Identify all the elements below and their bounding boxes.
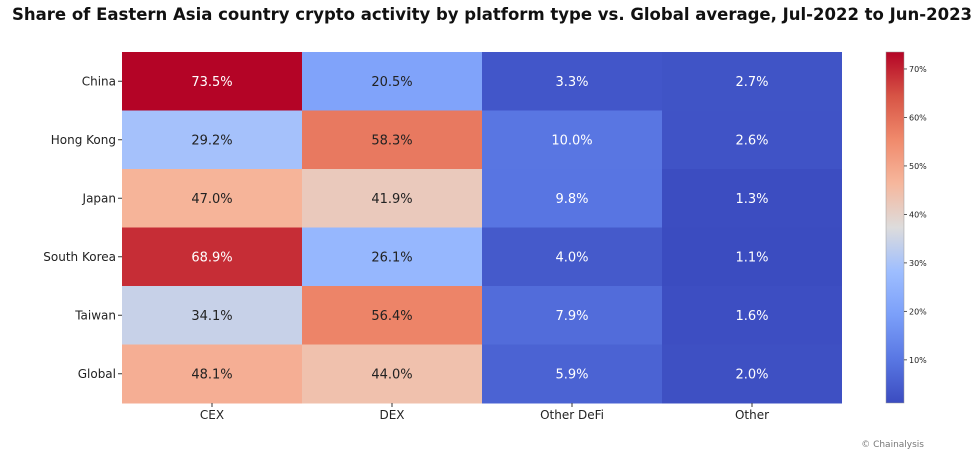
col-label-other: Other: [735, 408, 769, 422]
row-label-china: China: [82, 74, 116, 88]
cell-label-south-korea-dex: 26.1%: [371, 250, 412, 265]
cell-label-hong-kong-other-defi: 10.0%: [551, 133, 592, 148]
cell-label-taiwan-other: 1.6%: [735, 309, 768, 324]
cell-label-china-cex: 73.5%: [191, 75, 232, 90]
cell-china-other-defi: [482, 52, 662, 111]
colorbar: 10% 20% 30% 40% 50% 60% 70%: [885, 51, 927, 404]
cell-global-dex: [302, 344, 482, 404]
cell-label-global-other: 2.0%: [735, 367, 768, 382]
cell-label-south-korea-cex: 68.9%: [191, 250, 232, 265]
colorbar-tick-label-10: 10%: [909, 356, 927, 365]
cell-taiwan-other-defi: [482, 286, 662, 345]
heatmap-axis-labels: China Hong Kong Japan South Korea Taiwan Glob…: [43, 74, 769, 422]
cell-label-japan-other: 1.3%: [735, 192, 768, 207]
col-label-dex: DEX: [379, 408, 404, 422]
row-label-global: Global: [78, 367, 116, 381]
source-credit: © Chainalysis: [861, 440, 924, 450]
cell-japan-cex: [122, 169, 302, 228]
cell-label-taiwan-dex: 56.4%: [371, 309, 412, 324]
cell-label-global-other-defi: 5.9%: [555, 367, 588, 382]
cell-hong-kong-other-defi: [482, 110, 662, 170]
cell-japan-other: [662, 169, 842, 228]
colorbar-tick-label-70: 70%: [909, 65, 927, 74]
colorbar-gradient: [885, 51, 905, 404]
cell-hong-kong-cex: [122, 110, 302, 170]
cell-china-cex: [122, 52, 302, 111]
cell-label-taiwan-other-defi: 7.9%: [555, 309, 588, 324]
cell-south-korea-other: [662, 227, 842, 287]
cell-china-other: [662, 52, 842, 111]
cell-hong-kong-other: [662, 110, 842, 170]
row-label-taiwan: Taiwan: [74, 308, 116, 322]
colorbar-tick-label-50: 50%: [909, 162, 927, 171]
col-label-other-defi: Other DeFi: [540, 408, 604, 422]
colorbar-tick-label-40: 40%: [909, 210, 927, 219]
colorbar-tick-label-20: 20%: [909, 307, 927, 316]
cell-taiwan-dex: [302, 286, 482, 345]
cell-label-south-korea-other-defi: 4.0%: [555, 250, 588, 265]
cell-global-other: [662, 344, 842, 404]
cell-south-korea-cex: [122, 227, 302, 287]
cell-label-hong-kong-cex: 29.2%: [191, 133, 232, 148]
row-label-hong-kong: Hong Kong: [51, 133, 116, 147]
cell-label-hong-kong-dex: 58.3%: [371, 133, 412, 148]
cell-label-china-other: 2.7%: [735, 75, 768, 90]
cell-label-taiwan-cex: 34.1%: [191, 309, 232, 324]
cell-label-global-dex: 44.0%: [371, 367, 412, 382]
cell-label-japan-other-defi: 9.8%: [555, 192, 588, 207]
cell-global-other-defi: [482, 344, 662, 404]
row-label-south-korea: South Korea: [43, 250, 116, 264]
cell-taiwan-cex: [122, 286, 302, 345]
cell-global-cex: [122, 344, 302, 404]
cell-label-hong-kong-other: 2.6%: [735, 133, 768, 148]
cell-label-global-cex: 48.1%: [191, 367, 232, 382]
chart-title: Share of Eastern Asia country crypto act…: [12, 5, 972, 24]
colorbar-tick-label-60: 60%: [909, 113, 927, 122]
cell-label-china-other-defi: 3.3%: [555, 75, 588, 90]
cell-taiwan-other: [662, 286, 842, 345]
cell-label-japan-cex: 47.0%: [191, 192, 232, 207]
heatmap-cells: 73.5% 20.5% 3.3% 2.7% 29.2% 58.3% 10.0% 2.6% 47.…: [122, 52, 842, 404]
cell-japan-dex: [302, 169, 482, 228]
cell-label-japan-dex: 41.9%: [371, 192, 412, 207]
cell-label-china-dex: 20.5%: [371, 75, 412, 90]
cell-hong-kong-dex: [302, 110, 482, 170]
cell-japan-other-defi: [482, 169, 662, 228]
col-label-cex: CEX: [200, 408, 224, 422]
cell-label-south-korea-other: 1.1%: [735, 250, 768, 265]
cell-south-korea-other-defi: [482, 227, 662, 287]
colorbar-tick-label-30: 30%: [909, 259, 927, 268]
cell-south-korea-dex: [302, 227, 482, 287]
cell-china-dex: [302, 52, 482, 111]
row-label-japan: Japan: [82, 191, 116, 205]
